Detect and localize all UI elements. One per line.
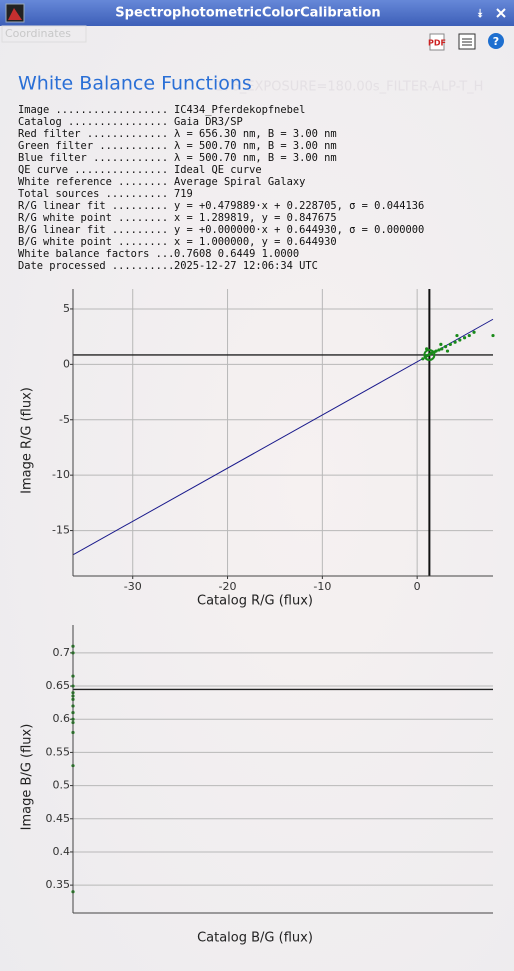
white-point bbox=[423, 348, 436, 361]
info-label: Image .................. bbox=[18, 104, 168, 116]
y-tick-label: 0.65 bbox=[46, 679, 71, 692]
y-tick-label: 0 bbox=[63, 357, 70, 370]
y-axis-label: Image B/G (flux) bbox=[20, 724, 35, 831]
x-axis-label: Catalog B/G (flux) bbox=[197, 931, 313, 946]
data-point bbox=[467, 333, 471, 338]
info-label: R/G linear fit ......... bbox=[18, 200, 168, 212]
info-value: 2025-12-27 12:06:34 UTC bbox=[174, 260, 318, 272]
info-value: x = 1.000000, y = 0.644930 bbox=[174, 236, 337, 248]
info-value: Ideal QE curve bbox=[174, 164, 262, 176]
y-tick-label: 0.5 bbox=[53, 779, 71, 792]
y-tick-label: 0.45 bbox=[46, 812, 71, 825]
data-point bbox=[455, 333, 459, 338]
info-value: Gaia DR3/SP bbox=[174, 116, 243, 128]
charts: 5 0 -5 -10 -15 -30 -20 -10 0 Catalog R/G (flux) Im… bbox=[20, 289, 495, 946]
data-point bbox=[434, 349, 438, 353]
y-tick-label: -15 bbox=[52, 524, 70, 537]
y-tick-label: 0.35 bbox=[46, 878, 71, 891]
data-point bbox=[458, 338, 462, 342]
heading: White Balance Functions bbox=[18, 73, 252, 95]
y-axis-label: Image R/G (flux) bbox=[20, 387, 35, 494]
info-value: λ = 500.70 nm, B = 3.00 nm bbox=[174, 140, 337, 152]
x-tick-label: -10 bbox=[313, 580, 331, 593]
bg-text: 176_EXPOSURE=180.00s_FILTER-ALP-T_H bbox=[215, 80, 483, 95]
info-value: IC434_Pferdekopfnebel bbox=[174, 104, 305, 116]
svg-text:?: ? bbox=[493, 35, 499, 48]
info-label: B/G linear fit ......... bbox=[18, 224, 168, 236]
info-block: Image .................. IC434_Pferdekopf… bbox=[18, 104, 424, 272]
y-tick-label: 0.6 bbox=[53, 712, 71, 725]
data-point bbox=[448, 342, 452, 347]
data-point bbox=[440, 347, 444, 351]
x-tick-label: -20 bbox=[219, 580, 237, 593]
info-label: Catalog ................ bbox=[18, 116, 168, 128]
info-value: y = +0.000000·x + 0.644930, σ = 0.000000 bbox=[174, 224, 424, 236]
window-title: SpectrophotometricColorCalibration bbox=[115, 6, 380, 21]
data-point bbox=[439, 342, 443, 347]
info-label: Green filter ........... bbox=[18, 140, 168, 152]
data-point bbox=[445, 349, 450, 353]
data-point bbox=[472, 330, 476, 334]
data-point bbox=[443, 345, 448, 349]
info-label: R/G white point ........ bbox=[18, 212, 168, 224]
y-tick-label: -10 bbox=[52, 468, 70, 481]
info-value: x = 1.289819, y = 0.847675 bbox=[174, 212, 337, 224]
y-tick-label: 5 bbox=[63, 302, 70, 315]
data-point bbox=[429, 351, 433, 355]
data-point bbox=[425, 347, 429, 351]
title-bar bbox=[0, 0, 514, 26]
pdf-button[interactable]: PDF bbox=[428, 33, 446, 51]
bg-text: Coordinates bbox=[5, 27, 71, 40]
y-tick-label: 0.4 bbox=[53, 845, 71, 858]
info-value: 719 bbox=[174, 188, 193, 200]
info-label: Blue filter ............ bbox=[18, 152, 168, 164]
info-value: Average Spiral Galaxy bbox=[174, 176, 305, 188]
data-point bbox=[462, 336, 467, 340]
y-tick-label: 0.55 bbox=[46, 745, 71, 758]
data-point bbox=[421, 357, 425, 361]
info-label: Red filter ............. bbox=[18, 128, 168, 140]
x-tick-label: 0 bbox=[414, 580, 421, 593]
close-button[interactable] bbox=[496, 8, 506, 18]
help-button[interactable]: ? bbox=[488, 33, 504, 49]
y-tick-label: -5 bbox=[59, 413, 70, 426]
info-value: y = +0.479889·x + 0.228705, σ = 0.044136 bbox=[174, 200, 424, 212]
info-label: B/G white point ........ bbox=[18, 236, 168, 248]
info-value: λ = 500.70 nm, B = 3.00 nm bbox=[174, 152, 337, 164]
data-point bbox=[491, 333, 495, 338]
x-tick-label: -30 bbox=[124, 580, 142, 593]
y-tick-label: 0.7 bbox=[53, 646, 71, 659]
info-label: White balance factors ... bbox=[18, 248, 174, 260]
data-point bbox=[437, 348, 441, 352]
info-label: Total sources .......... bbox=[18, 188, 168, 200]
info-label: Date processed .......... bbox=[18, 260, 174, 272]
svg-text:PDF: PDF bbox=[428, 39, 446, 48]
info-value: 0.7608 0.6449 1.0000 bbox=[174, 248, 299, 260]
x-axis-label: Catalog R/G (flux) bbox=[197, 594, 313, 609]
shade-button[interactable]: ⯯ bbox=[476, 7, 483, 21]
list-button[interactable] bbox=[458, 33, 476, 50]
info-value: λ = 656.30 nm, B = 3.00 nm bbox=[174, 128, 337, 140]
info-label: QE curve ............... bbox=[18, 164, 168, 176]
data-point bbox=[453, 340, 457, 344]
info-label: White reference ........ bbox=[18, 176, 168, 188]
app-icon-art bbox=[8, 8, 22, 20]
bg-field bbox=[1, 25, 87, 43]
